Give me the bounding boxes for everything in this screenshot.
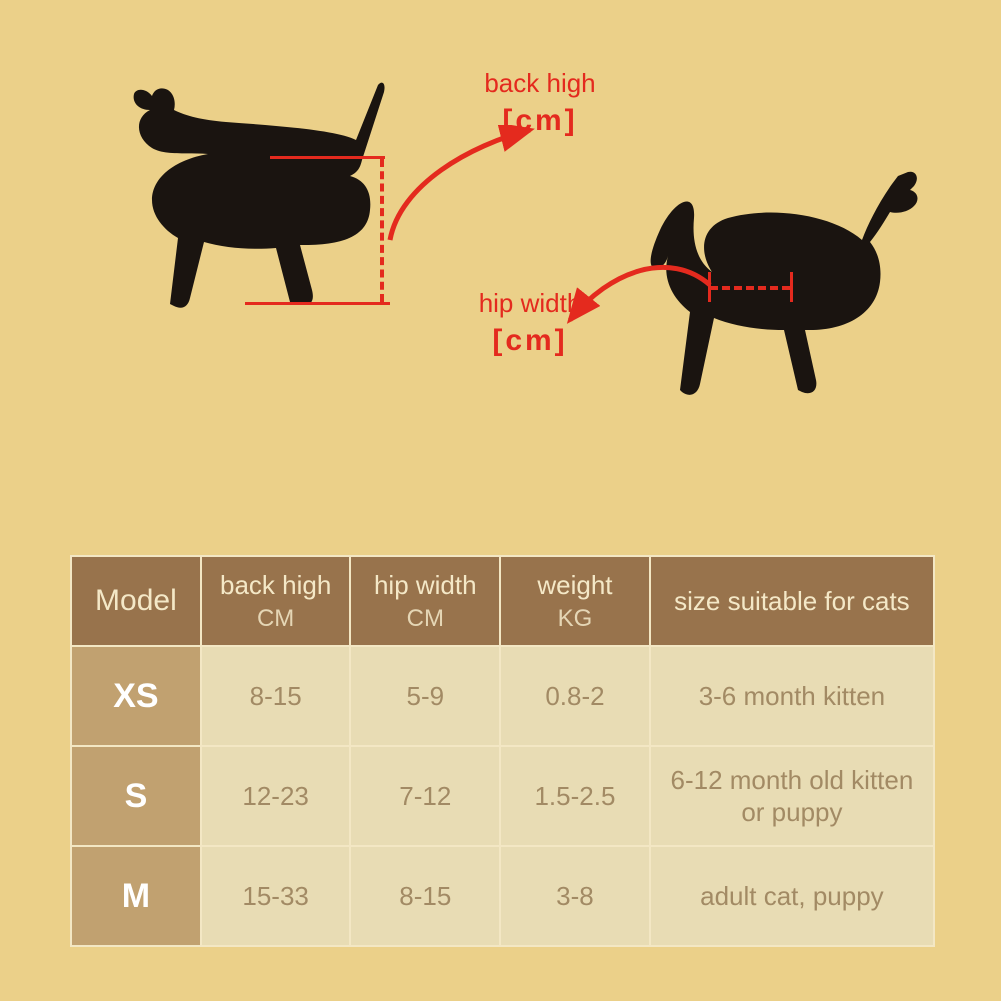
header-back-high: back high CM bbox=[201, 556, 351, 646]
weight-cell: 0.8-2 bbox=[500, 646, 650, 746]
header-hip-width-text: hip width bbox=[374, 570, 477, 600]
header-weight-unit: KG bbox=[507, 605, 643, 633]
header-hip-width: hip width CM bbox=[350, 556, 500, 646]
back-high-text: back high bbox=[460, 68, 620, 99]
hip-width-tick-right bbox=[790, 272, 793, 302]
back-high-top-line bbox=[270, 156, 385, 159]
table-row: S 12-23 7-12 1.5-2.5 6-12 month old kitt… bbox=[71, 746, 934, 846]
header-suitable-text: size suitable for cats bbox=[674, 586, 910, 616]
hip-width-cell: 8-15 bbox=[350, 846, 500, 946]
weight-cell: 3-8 bbox=[500, 846, 650, 946]
hip-width-arrow bbox=[560, 240, 740, 360]
suitable-cell: 3-6 month kitten bbox=[650, 646, 934, 746]
suitable-cell: 6-12 month old kitten or puppy bbox=[650, 746, 934, 846]
weight-cell: 1.5-2.5 bbox=[500, 746, 650, 846]
model-cell: S bbox=[71, 746, 201, 846]
model-cell: XS bbox=[71, 646, 201, 746]
table-row: XS 8-15 5-9 0.8-2 3-6 month kitten bbox=[71, 646, 934, 746]
header-row: Model back high CM hip width CM weight K… bbox=[71, 556, 934, 646]
hip-width-cell: 5-9 bbox=[350, 646, 500, 746]
model-cell: M bbox=[71, 846, 201, 946]
header-model-text: Model bbox=[95, 584, 177, 617]
back-high-arrow bbox=[380, 125, 560, 255]
header-back-high-unit: CM bbox=[208, 605, 344, 633]
header-suitable: size suitable for cats bbox=[650, 556, 934, 646]
size-chart-body: XS 8-15 5-9 0.8-2 3-6 month kitten S 12-… bbox=[71, 646, 934, 946]
back-high-cell: 15-33 bbox=[201, 846, 351, 946]
size-chart-table: Model back high CM hip width CM weight K… bbox=[70, 555, 935, 947]
size-chart-header: Model back high CM hip width CM weight K… bbox=[71, 556, 934, 646]
hip-width-cell: 7-12 bbox=[350, 746, 500, 846]
back-high-bottom-line bbox=[245, 302, 390, 305]
back-high-cell: 12-23 bbox=[201, 746, 351, 846]
suitable-cell: adult cat, puppy bbox=[650, 846, 934, 946]
header-weight-text: weight bbox=[537, 570, 612, 600]
table-row: M 15-33 8-15 3-8 adult cat, puppy bbox=[71, 846, 934, 946]
measurement-diagram: back high [cm] hip width [cm] bbox=[60, 50, 940, 450]
header-hip-width-unit: CM bbox=[357, 605, 493, 633]
header-back-high-text: back high bbox=[220, 570, 331, 600]
header-model: Model bbox=[71, 556, 201, 646]
back-high-cell: 8-15 bbox=[201, 646, 351, 746]
header-weight: weight KG bbox=[500, 556, 650, 646]
